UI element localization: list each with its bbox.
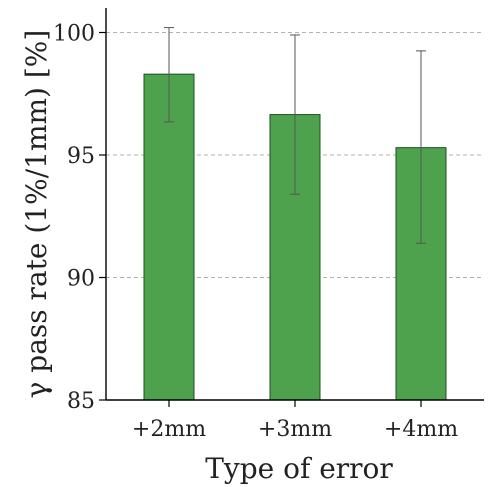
error-bar — [416, 50, 426, 244]
y-tick-label: 95 — [67, 144, 95, 169]
error-bar — [164, 27, 174, 123]
bar — [143, 73, 195, 401]
y-tick-label: 100 — [53, 22, 95, 47]
x-tick-label: +2mm — [132, 417, 206, 442]
error-bar — [290, 34, 300, 195]
y-tick-label: 90 — [67, 267, 95, 292]
y-ticks: 85 90 95 100 — [53, 22, 106, 414]
y-tick-label: 85 — [67, 389, 95, 414]
x-tick-label: +4mm — [384, 417, 458, 442]
x-axis-label: Type of error — [205, 452, 393, 485]
error-bars — [164, 27, 426, 244]
x-tick-label: +3mm — [258, 417, 332, 442]
y-axis-label: γ pass rate (1%/1mm) [%] — [20, 30, 53, 399]
x-ticks: +2mm +3mm +4mm — [132, 400, 458, 442]
